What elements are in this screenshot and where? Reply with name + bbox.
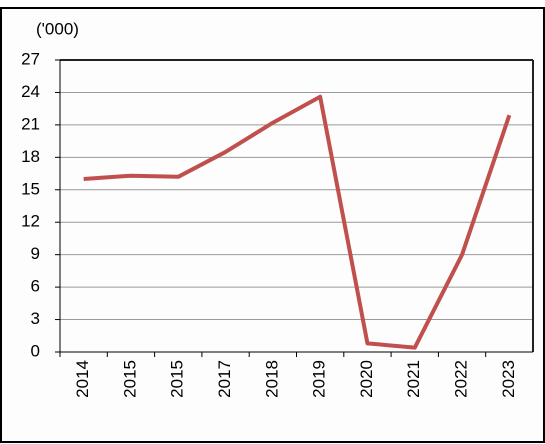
y-tick-label: 6 [31, 277, 40, 296]
x-tick-label: 2020 [357, 360, 376, 398]
x-tick-label: 2015 [120, 360, 139, 398]
x-tick-label: 2018 [262, 360, 281, 398]
x-tick-label: 2017 [215, 360, 234, 398]
y-tick-label: 3 [31, 309, 40, 328]
x-tick-label: 2014 [73, 360, 92, 398]
y-tick-label: 9 [31, 244, 40, 263]
y-tick-label: 15 [21, 179, 40, 198]
x-tick-label: 2022 [452, 360, 471, 398]
y-tick-label: 27 [21, 49, 40, 68]
line [83, 94, 512, 350]
y-tick-label: 0 [31, 341, 40, 360]
y-tick-label: 12 [21, 212, 40, 231]
x-tick-label: 2023 [499, 360, 518, 398]
x-tick-label: 2021 [404, 360, 423, 398]
y-tick-label: 21 [21, 114, 40, 133]
chart-frame [0, 7, 545, 443]
x-tick-label: 2015 [168, 360, 187, 398]
y-tick-label: 18 [21, 147, 40, 166]
y-tick-label: 24 [21, 82, 40, 101]
x-tick-label: 2019 [310, 360, 329, 398]
y-unit-label: ('000) [36, 19, 79, 38]
